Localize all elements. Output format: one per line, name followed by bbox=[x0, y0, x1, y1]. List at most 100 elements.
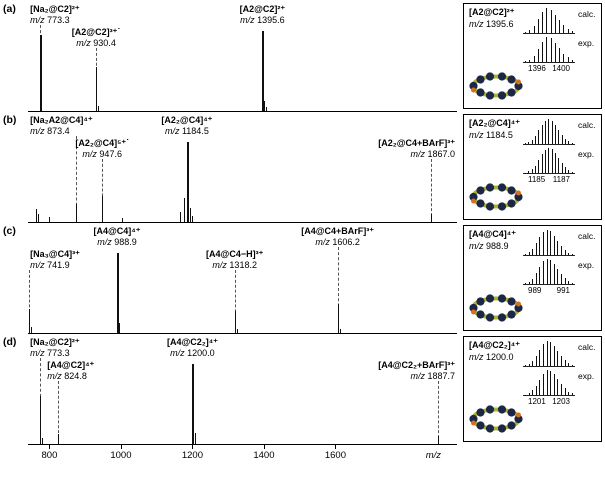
axis-unit-label: m/z bbox=[425, 450, 442, 461]
mz-prefix: m/z bbox=[97, 236, 112, 247]
axis-tick-label: 1000 bbox=[110, 450, 132, 461]
annotation-dash-line bbox=[430, 159, 432, 221]
isotope-axis-tick: 1396 bbox=[528, 64, 546, 73]
spectrum-peak bbox=[119, 323, 121, 333]
isotope-axis-tick: 1203 bbox=[552, 397, 570, 406]
peak-annotation: [A4@C4]⁴⁺ m/z 988.9 bbox=[93, 226, 140, 247]
isotope-axis-tick: 1185 bbox=[528, 175, 546, 184]
isotope-row-calc: calc. bbox=[523, 119, 597, 145]
inset-species-formula: [A4@C2₂]⁴⁺ bbox=[469, 340, 520, 350]
mz-prefix: m/z bbox=[212, 259, 227, 270]
isotope-peak bbox=[543, 344, 545, 366]
isotope-label-exp: exp. bbox=[578, 149, 595, 159]
spectrum-peak bbox=[75, 203, 77, 222]
mz-value: m/z 930.4 bbox=[76, 37, 116, 48]
isotope-peak bbox=[539, 379, 541, 395]
axis-tick-mark bbox=[263, 444, 265, 449]
inset-species-formula: [A2@C2]²⁺ bbox=[469, 7, 515, 17]
spectrum-plot: [Na₂@C2]²⁺ m/z 773.3 [A2@C2]³⁺˙ m/z 930.4 [A… bbox=[28, 3, 457, 112]
axis-tick-mark bbox=[49, 444, 51, 449]
inset-mz-value: m/z 1200.0 bbox=[469, 352, 514, 362]
isotope-peak bbox=[546, 341, 548, 366]
isotope-peak bbox=[557, 350, 559, 366]
spectrum-peak bbox=[194, 432, 196, 444]
isotope-peak bbox=[554, 42, 556, 62]
isotope-peak bbox=[535, 135, 537, 144]
isotope-peak bbox=[535, 355, 537, 366]
mz-value: m/z 988.9 bbox=[97, 236, 137, 247]
spectrum-peak bbox=[192, 364, 195, 444]
isotope-peak bbox=[550, 37, 552, 62]
isotope-peak bbox=[564, 388, 566, 395]
isotope-peak bbox=[528, 171, 530, 173]
isotope-pattern-exp bbox=[523, 259, 575, 285]
spectrum-peak bbox=[39, 396, 41, 444]
isotope-peak bbox=[546, 8, 548, 33]
isotope-patterns: calc. exp. 1201 1203 bbox=[523, 341, 597, 406]
spectrum-peak bbox=[430, 214, 432, 222]
isotope-peak bbox=[571, 171, 573, 173]
mz-value: m/z 1887.7 bbox=[410, 370, 455, 381]
isotope-peak bbox=[557, 378, 559, 395]
mz-value: m/z 824.8 bbox=[47, 370, 87, 381]
isotope-peak bbox=[551, 149, 553, 173]
peak-annotation: [A4@C4−H]³⁺ m/z 1318.2 bbox=[206, 249, 263, 270]
isotope-peak bbox=[563, 53, 565, 62]
spectrum-peak bbox=[339, 329, 341, 333]
isotope-peak bbox=[538, 160, 540, 173]
isotope-peak bbox=[568, 141, 570, 144]
spectrum-plot: [Na₂A2@C4]⁴⁺ m/z 873.4 [A2₂@C4]⁵⁺˙ m/z 947.… bbox=[28, 114, 457, 223]
annotation-dash-line bbox=[337, 247, 339, 332]
spectrum-peak bbox=[438, 436, 440, 444]
species-formula: [A2₂@C4]⁴⁺ bbox=[161, 115, 213, 125]
panel-label: (b) bbox=[3, 114, 17, 126]
isotope-axis-tick: 1400 bbox=[552, 64, 570, 73]
isotope-patterns: calc. exp. 1185 1187 bbox=[523, 119, 597, 184]
isotope-peak bbox=[567, 57, 569, 62]
mz-prefix: m/z bbox=[30, 125, 45, 136]
mz-value: m/z 1867.0 bbox=[410, 148, 455, 159]
annotation-dash-line bbox=[234, 270, 236, 332]
isotope-row-exp: exp. bbox=[523, 148, 597, 174]
isotope-peak bbox=[561, 245, 563, 255]
isotope-inset-d: [A4@C2₂]⁴⁺ m/z 1200.0 calc. exp. 1201 1203 bbox=[463, 336, 602, 442]
spectrum-peak bbox=[186, 142, 189, 222]
spectrum-peak bbox=[192, 216, 194, 222]
isotope-peak bbox=[538, 130, 540, 144]
isotope-peak bbox=[542, 42, 544, 62]
spectrum-peak bbox=[30, 327, 32, 333]
axis-tick-mark bbox=[335, 444, 337, 449]
isotope-row-calc: calc. bbox=[523, 230, 597, 256]
spectrum-panel-d: (d) [Na₂@C2]²⁺ m/z 773.3 [A4@C2]⁴⁺ m/z 824.8… bbox=[0, 336, 460, 445]
mz-prefix: m/z bbox=[469, 352, 484, 362]
axis-tick-label: 1400 bbox=[253, 450, 275, 461]
spectrum-peak bbox=[337, 304, 339, 333]
isotope-peak bbox=[525, 143, 526, 144]
mz-prefix: m/z bbox=[469, 241, 484, 251]
species-formula: [A4@C4−H]³⁺ bbox=[206, 249, 264, 259]
isotope-peak bbox=[555, 124, 557, 144]
isotope-peak bbox=[561, 134, 563, 144]
isotope-peak bbox=[571, 31, 573, 33]
isotope-peak bbox=[531, 169, 533, 173]
isotope-peak bbox=[541, 154, 543, 173]
isotope-peak bbox=[546, 370, 548, 395]
spectrum-peak bbox=[266, 107, 268, 111]
isotope-peak bbox=[535, 385, 537, 395]
axis-tick-mark bbox=[120, 444, 122, 449]
mz-prefix: m/z bbox=[76, 37, 91, 48]
mz-value: m/z 1318.2 bbox=[212, 259, 257, 270]
isotope-peak bbox=[559, 48, 561, 62]
isotope-peak bbox=[568, 391, 570, 395]
isotope-axis-ticks: 1396 1400 bbox=[523, 63, 575, 73]
isotope-peak bbox=[555, 152, 557, 173]
axis-tick-mark bbox=[192, 444, 194, 449]
isotope-inset-b: [A2₂@C4]⁴⁺ m/z 1184.5 calc. exp. 1185 1187 bbox=[463, 114, 602, 220]
mz-value: m/z 773.3 bbox=[30, 347, 70, 358]
isotope-peak bbox=[559, 20, 561, 33]
isotope-peak bbox=[553, 263, 555, 284]
spectrum-peak bbox=[28, 309, 30, 333]
isotope-peak bbox=[525, 365, 526, 366]
isotope-peak bbox=[557, 269, 559, 284]
spectrum-peak bbox=[262, 31, 265, 111]
